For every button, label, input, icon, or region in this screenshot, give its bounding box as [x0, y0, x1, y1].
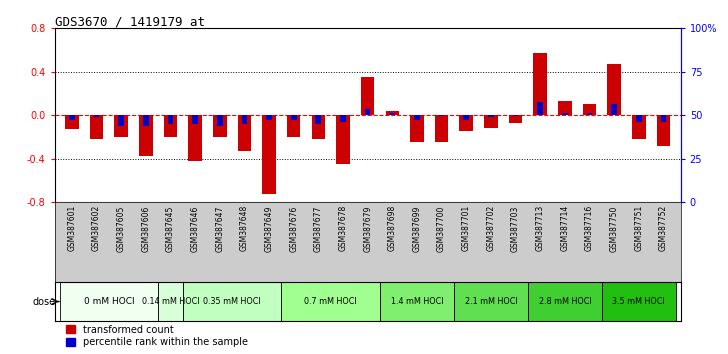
Text: GSM387751: GSM387751 [634, 205, 644, 251]
Bar [464, 115, 469, 120]
Text: GSM387700: GSM387700 [437, 205, 446, 252]
Bar [361, 77, 374, 115]
Bar [632, 115, 646, 139]
Bar [143, 115, 149, 126]
Bar [389, 113, 395, 115]
Bar [266, 115, 272, 120]
Bar [291, 115, 296, 120]
Bar [139, 115, 153, 156]
Bar [217, 115, 223, 126]
Bar [90, 115, 103, 139]
Text: GSM387703: GSM387703 [511, 205, 520, 252]
Bar [242, 115, 248, 124]
Text: GSM387679: GSM387679 [363, 205, 372, 252]
Bar [558, 101, 571, 115]
Bar [315, 115, 321, 124]
Bar [237, 115, 251, 151]
Bar [94, 115, 99, 117]
Bar [164, 115, 177, 137]
Text: 3.5 mM HOCl: 3.5 mM HOCl [612, 297, 665, 306]
Bar [386, 111, 399, 115]
Text: GDS3670 / 1419179_at: GDS3670 / 1419179_at [55, 15, 205, 28]
Text: GSM387714: GSM387714 [561, 205, 569, 251]
Bar [365, 109, 371, 115]
Bar [435, 115, 448, 142]
Bar [607, 64, 621, 115]
Bar [439, 115, 444, 116]
Text: GSM387713: GSM387713 [536, 205, 545, 251]
Bar [534, 53, 547, 115]
Text: GSM387606: GSM387606 [141, 205, 150, 252]
Bar [657, 115, 670, 145]
Text: 0 mM HOCl: 0 mM HOCl [84, 297, 134, 306]
Bar [167, 115, 173, 124]
Text: GSM387648: GSM387648 [240, 205, 249, 251]
Text: GSM387701: GSM387701 [462, 205, 471, 251]
Bar [582, 104, 596, 115]
Text: 0.7 mM HOCl: 0.7 mM HOCl [304, 297, 357, 306]
Bar [287, 115, 301, 137]
Bar [602, 282, 676, 321]
Bar [537, 102, 543, 115]
Text: GSM387605: GSM387605 [116, 205, 126, 252]
Bar [336, 115, 349, 164]
Bar [528, 282, 602, 321]
Text: GSM387698: GSM387698 [388, 205, 397, 251]
Bar [281, 282, 380, 321]
Text: GSM387646: GSM387646 [191, 205, 199, 252]
Bar [213, 115, 226, 137]
Text: dose: dose [33, 297, 56, 307]
Text: 0.14 mM HOCl: 0.14 mM HOCl [142, 297, 199, 306]
Text: GSM387752: GSM387752 [659, 205, 668, 251]
Text: GSM387716: GSM387716 [585, 205, 594, 251]
Bar [262, 115, 276, 194]
Bar [189, 115, 202, 161]
Text: GSM387699: GSM387699 [413, 205, 422, 252]
Bar [340, 115, 346, 122]
Bar [459, 115, 473, 131]
Bar [192, 115, 198, 124]
Text: GSM387676: GSM387676 [289, 205, 298, 252]
Bar [312, 115, 325, 139]
Text: GSM387649: GSM387649 [264, 205, 274, 252]
Bar [410, 115, 424, 142]
Bar [488, 115, 494, 117]
Text: GSM387647: GSM387647 [215, 205, 224, 252]
Bar [509, 115, 522, 123]
Text: GSM387702: GSM387702 [486, 205, 495, 251]
Bar [65, 115, 79, 129]
Bar [454, 282, 528, 321]
Text: GSM387677: GSM387677 [314, 205, 323, 252]
Bar [69, 115, 75, 120]
Bar [158, 282, 183, 321]
Text: GSM387678: GSM387678 [339, 205, 347, 251]
Text: GSM387750: GSM387750 [609, 205, 619, 252]
Bar [114, 115, 128, 137]
Bar [484, 115, 498, 128]
Bar [119, 115, 124, 126]
Bar [414, 115, 420, 120]
Text: 0.35 mM HOCl: 0.35 mM HOCl [203, 297, 261, 306]
Bar [513, 115, 518, 116]
Text: GSM387645: GSM387645 [166, 205, 175, 252]
Bar [562, 113, 568, 115]
Bar [660, 115, 666, 122]
Bar [587, 113, 593, 115]
Bar [636, 115, 641, 122]
Bar [183, 282, 281, 321]
Text: 2.8 mM HOCl: 2.8 mM HOCl [539, 297, 591, 306]
Bar [380, 282, 454, 321]
Text: GSM387601: GSM387601 [68, 205, 76, 251]
Text: 2.1 mM HOCl: 2.1 mM HOCl [464, 297, 517, 306]
Text: 1.4 mM HOCl: 1.4 mM HOCl [391, 297, 443, 306]
Text: GSM387602: GSM387602 [92, 205, 101, 251]
Bar [612, 104, 617, 115]
Legend: transformed count, percentile rank within the sample: transformed count, percentile rank withi… [66, 325, 248, 347]
Bar [60, 282, 158, 321]
